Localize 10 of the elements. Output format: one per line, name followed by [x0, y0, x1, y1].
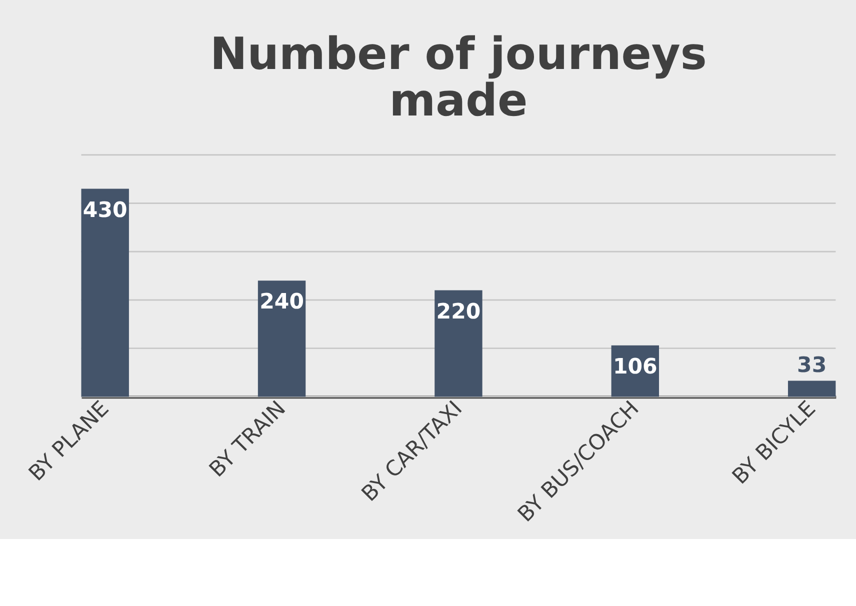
bar — [434, 290, 482, 397]
data-label: 220 — [436, 299, 481, 324]
bar — [81, 188, 129, 397]
data-label: 106 — [612, 354, 658, 380]
chart-title: Number of journeys made — [210, 29, 707, 126]
bar — [788, 380, 836, 397]
data-label: 430 — [82, 198, 128, 223]
bar — [258, 280, 306, 397]
data-label: 33 — [797, 353, 827, 378]
data-label: 240 — [260, 290, 304, 315]
